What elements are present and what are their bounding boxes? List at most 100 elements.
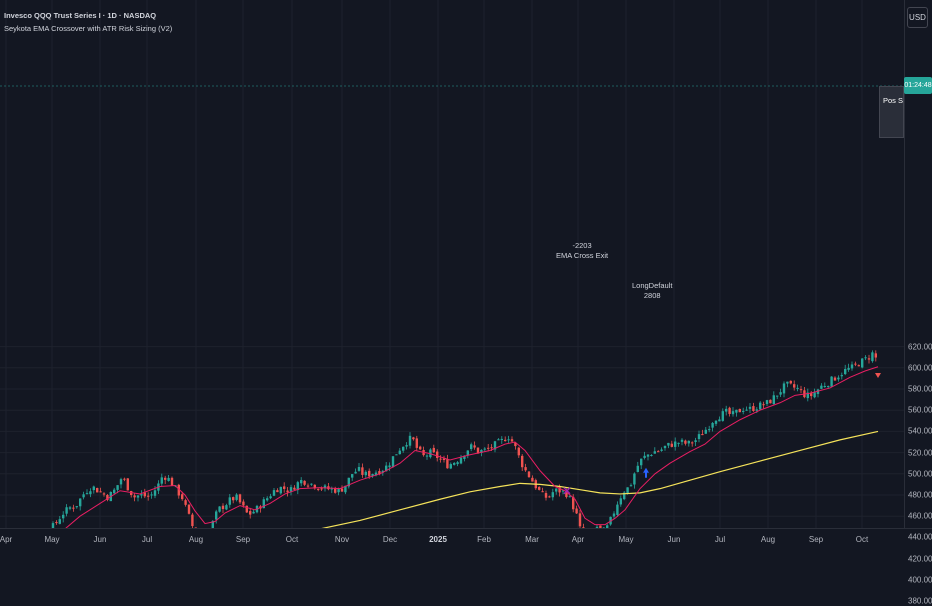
candle-down (242, 502, 244, 506)
candle-down (320, 488, 322, 489)
time-tick-label: Nov (335, 535, 349, 544)
candle-up (705, 430, 707, 434)
candle-down (728, 408, 730, 414)
candle-up (616, 505, 618, 515)
symbol-title[interactable]: Invesco QQQ Trust Series I · 1D · NASDAQ (4, 9, 172, 22)
candle-up (864, 357, 866, 358)
price-tick-label: 480.00 (908, 491, 932, 500)
candle-up (167, 478, 169, 481)
time-tick-label: May (44, 535, 59, 544)
candle-down (528, 472, 530, 478)
candle-up (650, 455, 652, 456)
candle-up (460, 458, 462, 464)
candle-up (426, 456, 428, 457)
pos-sizing-box[interactable]: Pos Sizin (879, 86, 904, 138)
candle-down (222, 506, 224, 509)
candle-up (310, 484, 312, 485)
price-tick-label: 580.00 (908, 385, 932, 394)
candle-up (766, 400, 768, 404)
candle-up (507, 439, 509, 440)
candle-up (660, 450, 662, 451)
candle-down (191, 515, 193, 526)
candle-up (273, 490, 275, 496)
candle-up (688, 441, 690, 444)
candle-up (358, 467, 360, 471)
time-tick-label: 2025 (429, 535, 447, 544)
entry-label: LongDefault (632, 281, 672, 291)
candle-down (276, 490, 278, 492)
time-tick-label: Mar (525, 535, 539, 544)
price-tick-label: 420.00 (908, 554, 932, 563)
candle-up (613, 514, 615, 517)
candle-up (399, 451, 401, 454)
candle-down (691, 442, 693, 443)
time-tick-label: Apr (572, 535, 584, 544)
candle-up (643, 456, 645, 458)
candle-down (684, 441, 686, 444)
candle-down (518, 448, 520, 456)
chart-canvas[interactable]: Invesco QQQ Trust Series I · 1D · NASDAQ… (0, 0, 904, 528)
price-tick-label: 540.00 (908, 427, 932, 436)
candle-down (657, 451, 659, 452)
candle-up (392, 456, 394, 467)
time-tick-label: Feb (477, 535, 491, 544)
candle-up (552, 492, 554, 497)
candle-down (96, 488, 98, 492)
time-tick-label: Sep (809, 535, 823, 544)
candle-up (116, 485, 118, 490)
candle-up (698, 434, 700, 439)
candle-down (446, 459, 448, 468)
time-tick-label: Oct (286, 535, 298, 544)
candle-up (86, 493, 88, 494)
candle-up (851, 364, 853, 368)
candle-up (756, 409, 758, 410)
candle-up (140, 494, 142, 495)
candle-down (99, 491, 101, 492)
sma-slow-line (0, 431, 878, 528)
candle-up (620, 498, 622, 504)
candle-up (82, 494, 84, 497)
entry-qty: 2808 (632, 291, 672, 301)
indicator-title[interactable]: Seykota EMA Crossover with ATR Risk Sizi… (4, 22, 172, 35)
time-tick-label: Sep (236, 535, 250, 544)
candle-down (575, 509, 577, 514)
candle-up (640, 459, 642, 466)
candle-up (735, 410, 737, 413)
candle-down (521, 456, 523, 467)
trade-markers (564, 373, 881, 494)
candle-down (341, 489, 343, 492)
candle-up (664, 446, 666, 448)
candle-up (813, 392, 815, 397)
candle-up (626, 487, 628, 493)
candle-down (293, 488, 295, 490)
candle-up (501, 439, 503, 440)
candle-up (388, 465, 390, 467)
candle-down (416, 438, 418, 448)
candle-up (555, 489, 557, 492)
candle-down (144, 493, 146, 497)
candle-up (218, 506, 220, 511)
candle-up (456, 462, 458, 464)
candle-up (113, 490, 115, 494)
candle-down (286, 491, 288, 493)
currency-button[interactable]: USD (907, 7, 928, 28)
candle-up (824, 386, 826, 387)
candle-up (154, 490, 156, 496)
candle-up (351, 474, 353, 478)
ema-fast-line (0, 367, 878, 528)
candle-up (674, 442, 676, 447)
price-chart[interactable] (0, 0, 904, 528)
candle-down (317, 489, 319, 490)
candle-down (164, 478, 166, 480)
time-tick-label: Dec (383, 535, 397, 544)
candle-down (769, 400, 771, 403)
price-tick-label: 620.00 (908, 342, 932, 351)
price-tick-label: 380.00 (908, 597, 932, 606)
candle-up (280, 487, 282, 493)
candle-up (776, 396, 778, 397)
candle-down (858, 365, 860, 366)
candle-up (796, 388, 798, 389)
candle-up (708, 429, 710, 430)
price-tick-label: 600.00 (908, 363, 932, 372)
